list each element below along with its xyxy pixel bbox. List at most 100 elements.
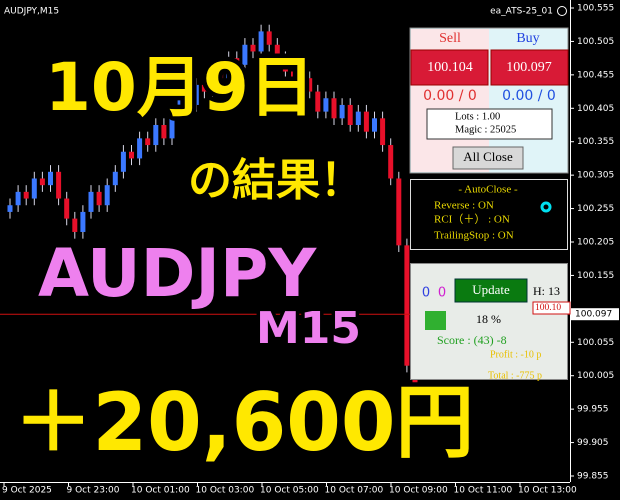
candle-body [64, 198, 70, 219]
overlay-result: の結果！ [188, 155, 364, 206]
candle-body [355, 111, 361, 125]
x-tick-label: 10 Oct 11:00 [454, 486, 513, 496]
trailing-stop: TrailingStop : ON [434, 230, 514, 242]
x-tick-label: 9 Oct 2025 [2, 486, 52, 496]
candle-body [193, 84, 199, 105]
sell-label: Sell [439, 31, 461, 46]
candle-body [291, 71, 296, 85]
candle-body [380, 118, 386, 146]
candle-body [274, 44, 280, 59]
count-b: 0 [438, 286, 446, 301]
candle-body [31, 178, 37, 199]
status-panel: 0 0 Update H: 13 18 % Score : (43) -8 Pr… [410, 263, 571, 381]
x-tick-label: 10 Oct 07:00 [325, 486, 384, 496]
y-tick-label: 99.905 [577, 438, 609, 448]
x-tick-label: 10 Oct 01:00 [131, 486, 190, 496]
status-square [425, 311, 446, 330]
candle-body [39, 178, 45, 186]
candle-body [120, 151, 126, 172]
sell-button[interactable] [410, 49, 489, 86]
candle-body [363, 111, 369, 132]
candle-body [72, 218, 78, 232]
candle-body [23, 191, 29, 199]
y-tick-label: 100.555 [577, 4, 614, 14]
candle-body [404, 245, 410, 366]
candle-body [307, 78, 313, 92]
candle-body [177, 98, 183, 112]
sell-price: 100.104 [427, 60, 473, 75]
y-tick-label: 99.955 [577, 405, 609, 415]
candle-body [396, 178, 402, 246]
y-tick-label: 100.155 [577, 271, 614, 281]
candle-body [15, 191, 21, 206]
y-tick-label: 100.405 [577, 104, 614, 114]
update-button[interactable] [454, 278, 528, 303]
candle-body [372, 118, 377, 132]
magic: Magic : 25025 [455, 124, 516, 135]
y-tick-label: 100.205 [577, 238, 614, 248]
total: Total : -775 p [488, 370, 542, 381]
autoclose-panel: - AutoClose - Reverse : ON RCI（＋） : ON T… [410, 179, 568, 250]
x-tick-label: 10 Oct 13:00 [518, 486, 577, 496]
symbol-label: AUDJPY,M15 [4, 7, 59, 17]
candle-body [185, 98, 191, 105]
panel-bg [410, 179, 568, 250]
candle-body [331, 98, 337, 119]
hour: H: 13 [533, 284, 560, 298]
candle-body [234, 58, 240, 65]
autoclose-title: - AutoClose - [458, 184, 518, 196]
percent: 18 % [476, 312, 501, 326]
candle-body [153, 125, 159, 146]
price-tag-box [532, 301, 571, 315]
overlay-date: 10月9日 [45, 49, 315, 126]
sell-position: 0.00 / 0 [423, 88, 477, 104]
candle-body [266, 31, 272, 45]
y-tick-label: 100.505 [577, 37, 614, 47]
status-dot [540, 201, 552, 213]
buy-label: Buy [516, 31, 539, 46]
y-tick-label: 100.355 [577, 137, 614, 147]
x-tick-label: 9 Oct 23:00 [67, 486, 120, 496]
buy-price: 100.097 [506, 60, 552, 75]
candle-body [242, 44, 248, 65]
x-tick-label: 10 Oct 03:00 [196, 486, 255, 496]
price-label-box [571, 308, 619, 321]
buy-position: 0.00 / 0 [502, 88, 556, 104]
candle-body [161, 125, 167, 139]
candle-body [282, 58, 288, 72]
smiley-icon [557, 6, 567, 16]
y-tick-label: 100.055 [577, 338, 614, 348]
x-tick-label: 10 Oct 09:00 [389, 486, 448, 496]
candle-body [129, 151, 134, 159]
overlay-gain: ＋20,600円 [14, 376, 474, 469]
update-label: Update [472, 282, 510, 297]
rci: RCI（＋） : ON [434, 213, 510, 226]
all-close-label: All Close [463, 149, 513, 164]
candle-body [218, 71, 224, 79]
lots: Lots : 1.00 [455, 111, 500, 122]
y-tick-label: 100.455 [577, 70, 614, 80]
candle-body [201, 84, 207, 92]
overlay-timeframe: M15 [256, 303, 361, 354]
candle-body [347, 104, 353, 125]
candle-body [88, 191, 94, 212]
candle-body [258, 31, 264, 52]
ea-label: ea_ATS-25_01 [490, 7, 553, 17]
score: Score : (43) -8 [437, 333, 507, 347]
candle-body [250, 44, 256, 52]
candle-body [80, 211, 86, 232]
count-a: 0 [422, 286, 430, 301]
candle-body [48, 171, 53, 186]
all-close-button[interactable] [452, 146, 524, 170]
y-tick-label: 99.855 [577, 472, 609, 482]
profit: Profit : -10 p [490, 349, 541, 360]
candle-body [299, 78, 305, 85]
buy-button[interactable] [490, 49, 569, 86]
candle-body [169, 111, 175, 139]
candle-body [96, 191, 102, 206]
y-tick-label: 100.005 [577, 371, 614, 381]
reverse: Reverse : ON [434, 200, 494, 212]
candle-body [112, 171, 118, 186]
candle-body [315, 91, 321, 112]
